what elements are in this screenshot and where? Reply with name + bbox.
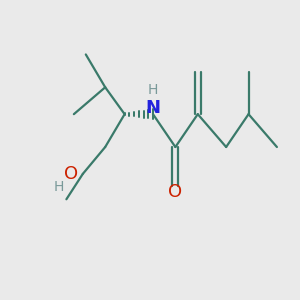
Text: O: O	[168, 183, 182, 201]
Text: H: H	[53, 180, 64, 194]
Text: O: O	[64, 166, 78, 184]
Text: N: N	[146, 99, 160, 117]
Text: H: H	[148, 83, 158, 97]
